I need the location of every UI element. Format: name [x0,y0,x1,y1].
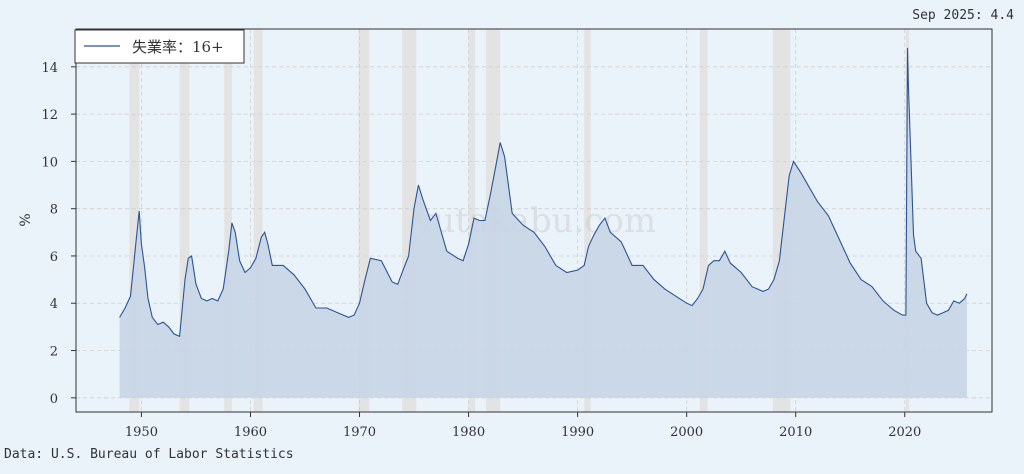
plot-frame [75,28,993,413]
y-tick-label: 12 [41,108,58,123]
recession-band [179,29,190,412]
x-tick-label: 1950 [125,425,158,440]
x-tick-label: 1980 [452,425,485,440]
x-tick-label: 2000 [670,425,703,440]
x-tick-label: 2010 [779,425,812,440]
x-tick-label: 1990 [561,425,594,440]
recession-band [224,29,232,412]
recession-band [253,29,263,412]
recession-band [584,29,591,412]
recession-band [699,29,708,412]
y-tick-label: 8 [50,203,58,218]
x-tick-label: 2020 [888,425,921,440]
source-label: Data: U.S. Bureau of Labor Statistics [4,447,294,462]
x-tick-label: 1960 [234,425,267,440]
recession-band [129,29,140,412]
y-axis-ticks: 0 2 4 6 8 10 12 14 [41,61,76,407]
y-tick-label: 14 [41,61,58,76]
legend: 失業率：16+ [74,29,245,64]
x-tick-label: 1970 [343,425,376,440]
y-tick-label: 2 [50,345,58,360]
unemployment-line [119,47,968,338]
y-tick-label: 6 [50,250,58,265]
recession-band [468,29,476,412]
legend-label: 失業率：16+ [132,38,224,56]
x-axis-ticks: 1950 1960 1970 1980 1990 2000 2010 2020 [125,412,921,440]
recession-band [358,29,370,412]
y-tick-label: 0 [50,392,58,407]
y-tick-label: 4 [50,297,58,312]
latest-value-label: Sep 2025: 4.4 [912,8,1014,23]
y-tick-label: 10 [41,155,58,170]
y-axis-label: % [18,213,34,226]
